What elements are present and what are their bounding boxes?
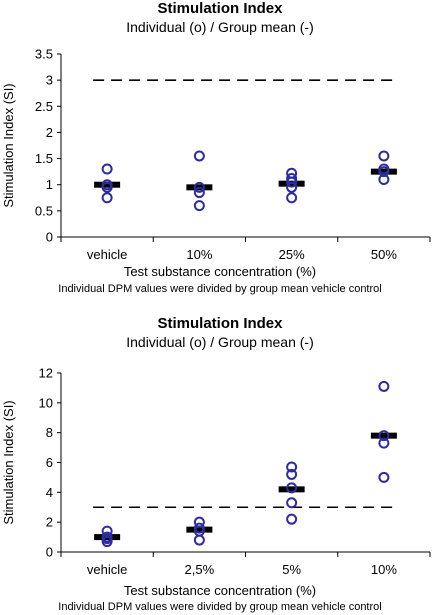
individual-point <box>378 150 390 162</box>
chart-panel-bottom: Stimulation Index Individual (o) / Group… <box>0 315 440 615</box>
individual-point <box>378 471 390 483</box>
y-tick-label: 12 <box>39 366 53 381</box>
x-tick-label: 25% <box>279 247 305 262</box>
y-tick-label: 0.5 <box>35 203 53 218</box>
x-axis-label: Test substance concentration (%) <box>123 583 317 598</box>
individual-point <box>101 525 113 537</box>
x-tick-label: 2,5% <box>185 562 215 577</box>
y-axis-label: Stimulation Index (SI) <box>1 400 16 524</box>
chart-title: Stimulation Index <box>157 0 283 17</box>
individual-point <box>101 163 113 175</box>
individual-point <box>286 482 298 494</box>
individual-point <box>193 181 205 193</box>
y-tick-label: 3 <box>46 73 53 88</box>
y-tick-label: 3.5 <box>35 47 53 62</box>
individual-point <box>286 176 298 188</box>
group-mean-bar <box>370 432 397 439</box>
individual-point <box>286 192 298 204</box>
chart-note: Individual DPM values were divided by gr… <box>58 601 382 613</box>
x-tick-label: vehicle <box>87 562 127 577</box>
individual-point <box>378 163 390 175</box>
individual-point <box>193 200 205 212</box>
y-tick-label: 1 <box>46 177 53 192</box>
group-mean-bar <box>186 526 213 533</box>
individual-point <box>101 181 113 193</box>
individual-point <box>193 522 205 534</box>
individual-point <box>378 380 390 392</box>
chart-subtitle: Individual (o) / Group mean (-) <box>126 19 314 35</box>
individual-point <box>286 461 298 473</box>
y-tick-label: 8 <box>46 425 53 440</box>
x-tick-label: vehicle <box>87 247 127 262</box>
individual-point <box>378 430 390 442</box>
y-tick-label: 2 <box>46 125 53 140</box>
individual-point <box>286 513 298 525</box>
group-mean-bar <box>278 486 305 493</box>
chart-plot-bottom: 0 2 4 6 8 10 12 vehicle 2,5% 5% 10% Stimulation Ind… <box>1 366 431 577</box>
x-tick-label: 10% <box>186 247 212 262</box>
individual-point <box>193 187 205 199</box>
y-tick-label: 2 <box>46 515 53 530</box>
group-mean-bar <box>94 181 121 188</box>
chart-panel-top: Stimulation Index Individual (o) / Group… <box>0 0 440 305</box>
x-axis-label: Test substance concentration (%) <box>123 264 317 279</box>
y-tick-label: 10 <box>39 395 53 410</box>
individual-point <box>101 192 113 204</box>
chart-note: Individual DPM values were divided by gr… <box>58 283 382 295</box>
x-tick-label: 50% <box>371 247 397 262</box>
individual-point <box>286 172 298 184</box>
x-tick-label: 10% <box>371 562 397 577</box>
chart-subtitle: Individual (o) / Group mean (-) <box>126 334 314 350</box>
y-tick-label: 1.5 <box>35 151 53 166</box>
x-tick-label: 5% <box>282 562 301 577</box>
y-tick-label: 0 <box>46 230 53 245</box>
individual-point <box>101 533 113 545</box>
individual-point <box>193 534 205 546</box>
y-axis-label: Stimulation Index (SI) <box>1 83 16 207</box>
y-tick-label: 6 <box>46 455 53 470</box>
y-tick-label: 4 <box>46 485 53 500</box>
group-mean-bar <box>370 168 397 175</box>
individual-point <box>378 437 390 449</box>
individual-point <box>286 468 298 480</box>
individual-point <box>193 150 205 162</box>
individual-point <box>378 173 390 185</box>
chart-plot-top: 0 0.5 1 1.5 2 2.5 3 3.5 vehicle 10% 25% 50% Stimulat… <box>1 47 431 262</box>
chart-title: Stimulation Index <box>157 315 283 332</box>
y-tick-label: 0 <box>46 545 53 560</box>
individual-point <box>286 497 298 509</box>
y-tick-label: 2.5 <box>35 99 53 114</box>
